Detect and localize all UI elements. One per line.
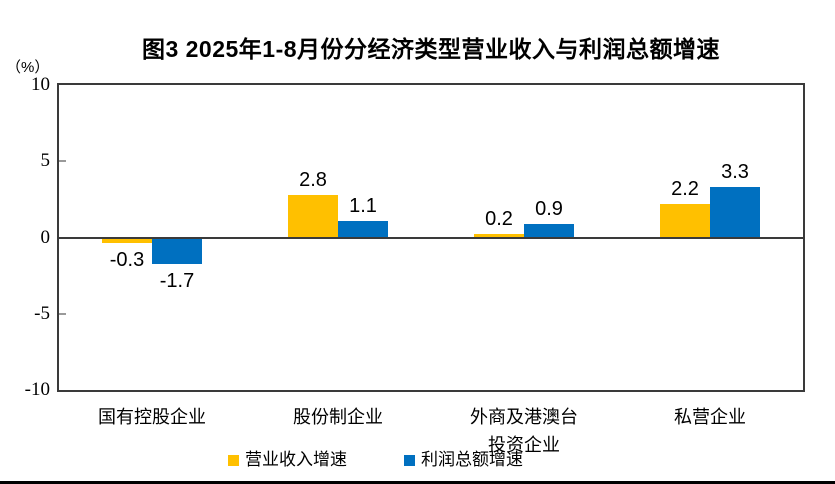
bar xyxy=(524,223,574,238)
bar xyxy=(660,203,710,238)
legend-label: 营业收入增速 xyxy=(245,450,347,469)
chart-title: 图3 2025年1-8月份分经济类型营业收入与利润总额增速 xyxy=(141,36,721,62)
bar-value-label: -0.3 xyxy=(109,249,145,272)
y-tick-label: 10 xyxy=(31,74,50,95)
bottom-divider xyxy=(0,481,835,484)
bar xyxy=(288,194,338,238)
bar-value-label: 0.9 xyxy=(535,197,563,220)
bar-value-label: -1.7 xyxy=(159,270,195,293)
bar-value-label: 2.8 xyxy=(299,168,327,191)
bar-value-label: 2.2 xyxy=(671,177,699,200)
category-label: 股份制企业 xyxy=(293,407,383,427)
y-axis-unit-label: （%） xyxy=(6,59,50,76)
y-tick-mark xyxy=(59,160,66,163)
legend-item: 利润总额增速 xyxy=(404,451,523,469)
bar-value-label: 1.1 xyxy=(349,194,377,217)
plot-area: -0.3 -1.7 2.8 1.1 0.2 0.9 2.2 3.3 xyxy=(57,83,805,392)
bar xyxy=(338,220,388,238)
category-label: 私营企业 xyxy=(674,407,746,427)
y-tick-label: 0 xyxy=(40,226,51,248)
bar xyxy=(152,238,202,265)
y-tick-label: -10 xyxy=(24,379,50,400)
legend-swatch xyxy=(404,454,415,466)
bar xyxy=(102,238,152,244)
legend-swatch xyxy=(228,454,239,466)
bar xyxy=(474,234,524,238)
y-tick-mark xyxy=(59,312,66,315)
bar-value-label: 3.3 xyxy=(721,161,749,184)
y-tick-label: 5 xyxy=(40,150,51,172)
y-tick-label: -5 xyxy=(34,302,50,324)
bar xyxy=(710,187,760,238)
bar-value-label: 0.2 xyxy=(485,208,513,231)
legend-label: 利润总额增速 xyxy=(421,450,523,469)
legend-item: 营业收入增速 xyxy=(228,451,347,469)
category-label: 国有控股企业 xyxy=(98,407,206,427)
category-label: 外商及港澳台 投资企业 xyxy=(470,407,578,455)
zero-axis-line xyxy=(59,236,803,239)
